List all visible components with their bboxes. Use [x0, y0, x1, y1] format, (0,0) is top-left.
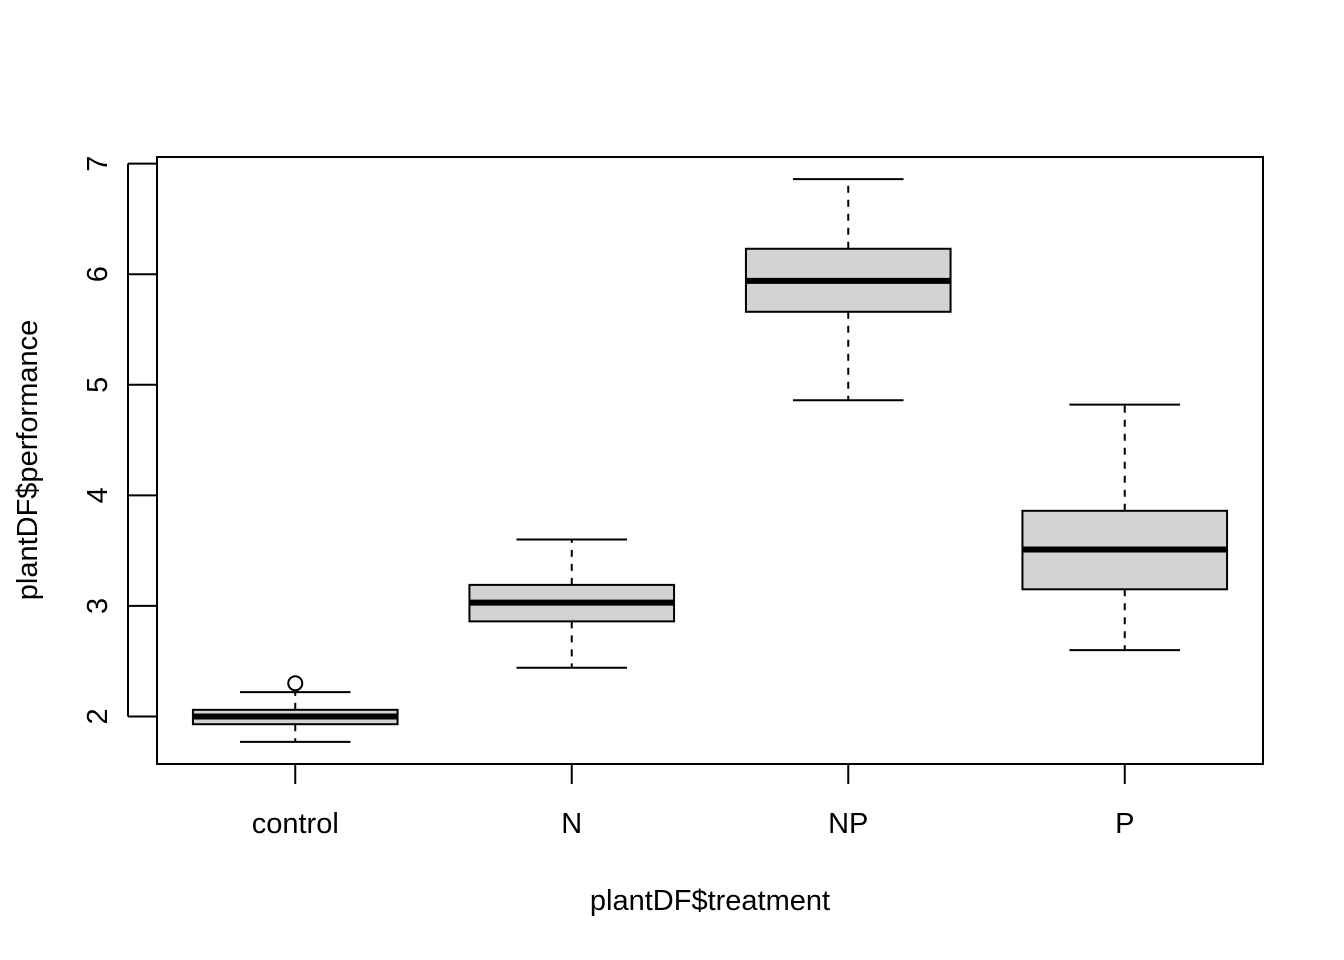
y-tick-label: 6	[82, 266, 114, 282]
y-tick-label: 3	[82, 598, 114, 614]
box-NP	[744, 178, 952, 402]
y-tick-label: 4	[82, 487, 114, 503]
y-tick-label: 7	[82, 156, 114, 172]
y-axis: 2 3 4 5 6 7	[82, 156, 157, 725]
x-tick-label: P	[1115, 808, 1134, 840]
box-N	[468, 538, 676, 669]
box-control	[191, 675, 399, 743]
plot-frame	[156, 156, 1264, 765]
y-tick-label: 2	[82, 708, 114, 724]
x-tick-label: control	[252, 808, 339, 840]
box-group	[191, 178, 1229, 743]
x-tick-label: NP	[828, 808, 868, 840]
y-axis-label: plantDF$performance	[12, 320, 44, 600]
y-tick-label: 5	[82, 377, 114, 393]
box-P	[1021, 403, 1229, 652]
outlier-point	[287, 675, 304, 692]
x-axis-label: plantDF$treatment	[590, 885, 830, 917]
x-axis: control N NP P	[252, 763, 1134, 840]
x-tick-label: N	[561, 808, 582, 840]
